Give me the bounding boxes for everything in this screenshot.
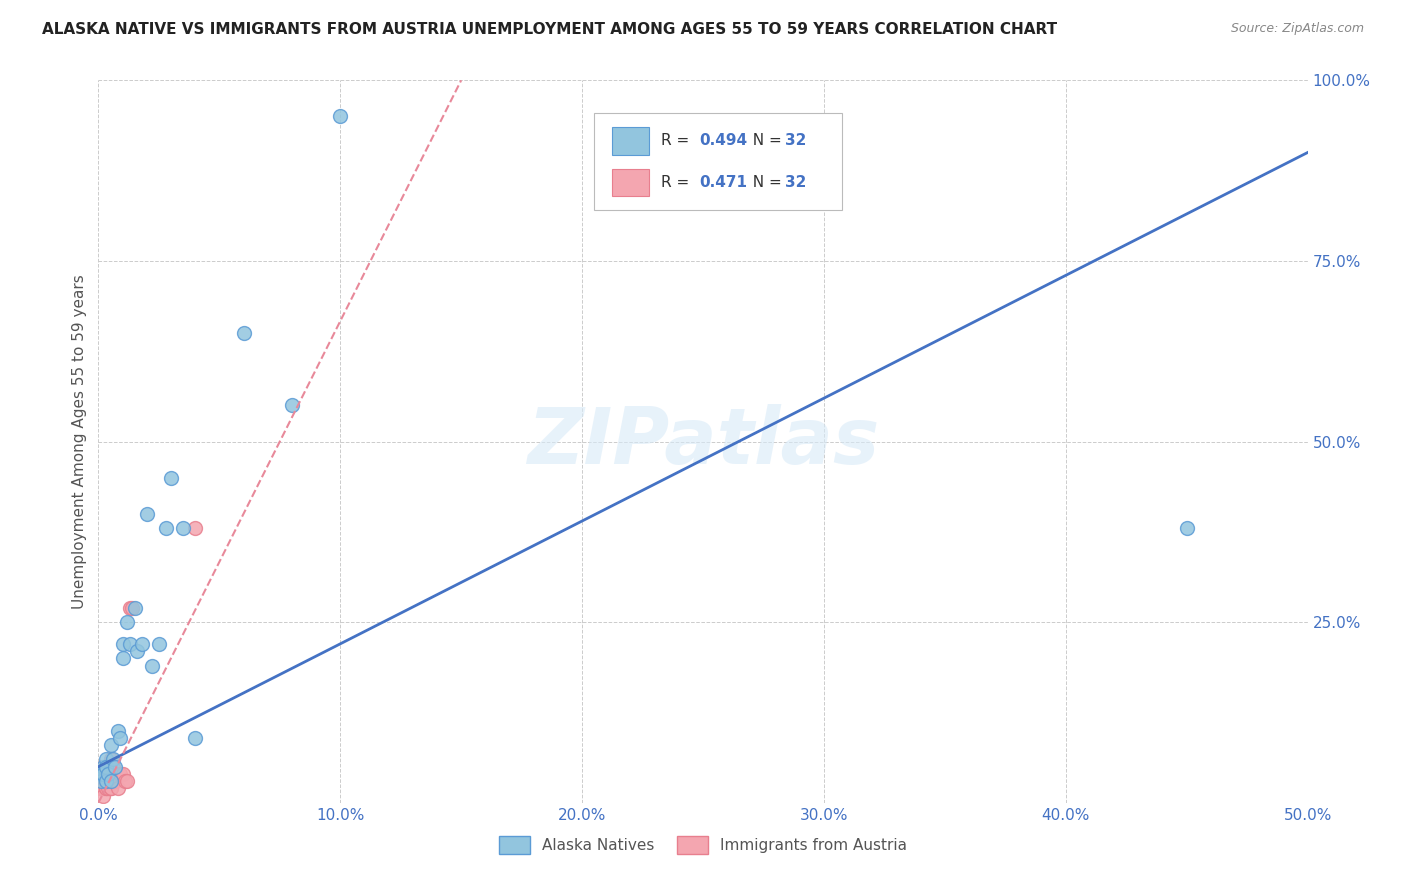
Text: N =: N =: [742, 175, 786, 190]
Point: [101, 752, 124, 766]
Point: [100, 752, 122, 766]
Point: [97, 774, 120, 789]
Point: [91, 760, 114, 774]
Point: [329, 110, 352, 124]
Point: [111, 767, 134, 781]
Point: [141, 658, 163, 673]
FancyBboxPatch shape: [613, 127, 648, 154]
Point: [97, 767, 120, 781]
Point: [101, 760, 124, 774]
Text: R =: R =: [661, 175, 693, 190]
Point: [94, 774, 117, 789]
Point: [100, 774, 122, 789]
Point: [111, 637, 134, 651]
Point: [184, 521, 207, 535]
Point: [118, 600, 141, 615]
Point: [124, 600, 146, 615]
Point: [107, 723, 129, 738]
Point: [232, 326, 254, 340]
Point: [91, 781, 114, 796]
Point: [104, 774, 127, 789]
Point: [90, 774, 112, 789]
Point: [91, 789, 114, 803]
Point: [118, 637, 141, 651]
Point: [91, 781, 114, 796]
Point: [172, 521, 194, 535]
Point: [94, 781, 117, 796]
Point: [97, 781, 120, 796]
Point: [100, 774, 122, 789]
Point: [91, 774, 114, 789]
Point: [90, 767, 112, 781]
Point: [108, 731, 131, 745]
Point: [94, 774, 117, 789]
Point: [148, 637, 170, 651]
Point: [94, 760, 117, 774]
Point: [160, 470, 183, 484]
Point: [108, 767, 131, 781]
Point: [107, 781, 129, 796]
Point: [184, 731, 207, 745]
Point: [94, 752, 117, 766]
Point: [100, 781, 122, 796]
Point: [97, 774, 120, 789]
Text: R =: R =: [661, 133, 693, 148]
Point: [94, 774, 117, 789]
Text: 32: 32: [785, 175, 807, 190]
Point: [91, 760, 114, 774]
Y-axis label: Unemployment Among Ages 55 to 59 years: Unemployment Among Ages 55 to 59 years: [72, 274, 87, 609]
Point: [100, 738, 122, 752]
Point: [90, 767, 112, 781]
Point: [117, 774, 139, 789]
Text: 0.471: 0.471: [699, 175, 748, 190]
Point: [117, 615, 139, 630]
Point: [87, 781, 110, 796]
Point: [94, 781, 117, 796]
Text: ZIPatlas: ZIPatlas: [527, 403, 879, 480]
Point: [127, 644, 149, 658]
Point: [1175, 521, 1198, 535]
Point: [94, 767, 117, 781]
Point: [281, 398, 304, 412]
Point: [90, 774, 112, 789]
Point: [111, 651, 134, 665]
Point: [101, 774, 124, 789]
Point: [91, 767, 114, 781]
Text: ALASKA NATIVE VS IMMIGRANTS FROM AUSTRIA UNEMPLOYMENT AMONG AGES 55 TO 59 YEARS : ALASKA NATIVE VS IMMIGRANTS FROM AUSTRIA…: [42, 22, 1057, 37]
Point: [121, 600, 143, 615]
Point: [104, 760, 127, 774]
Point: [114, 774, 136, 789]
FancyBboxPatch shape: [595, 112, 842, 211]
Text: Source: ZipAtlas.com: Source: ZipAtlas.com: [1230, 22, 1364, 36]
Text: 0.494: 0.494: [699, 133, 748, 148]
Point: [131, 637, 153, 651]
FancyBboxPatch shape: [613, 169, 648, 196]
Legend: Alaska Natives, Immigrants from Austria: Alaska Natives, Immigrants from Austria: [494, 830, 912, 860]
Point: [90, 781, 112, 796]
Text: 32: 32: [785, 133, 807, 148]
Text: N =: N =: [742, 133, 786, 148]
Point: [155, 521, 177, 535]
Point: [100, 781, 122, 796]
Point: [135, 507, 157, 521]
